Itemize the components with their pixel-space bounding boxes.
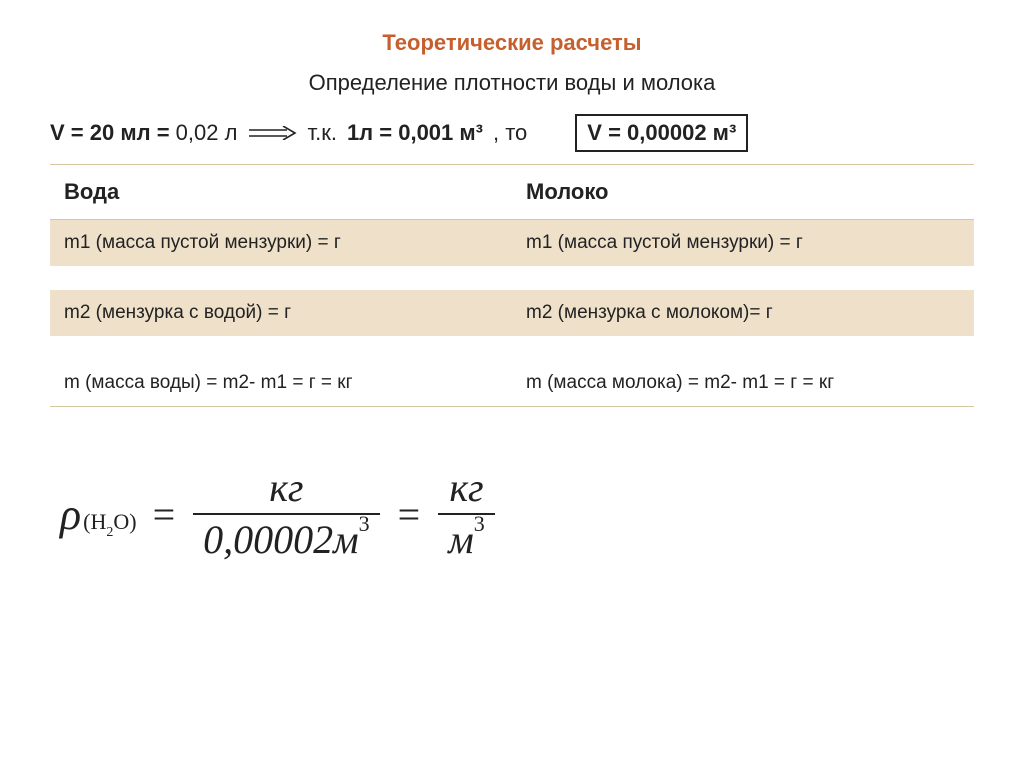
density-table: Вода Молоко m1 (масса пустой мензурки) =… xyxy=(50,164,974,407)
frac2-numerator: кг xyxy=(439,467,493,509)
cell-empty xyxy=(50,336,512,360)
volume-conversion-line: V = 20 мл = 0,02 л т.к. 1л = 0,001 м³ , … xyxy=(50,114,974,152)
col-header-milk: Молоко xyxy=(512,165,974,220)
rho-symbol: ρ xyxy=(60,489,81,540)
cell-milk-m: m (масса молока) = m2- m1 = г = кг xyxy=(512,360,974,407)
frac1-numerator: кг xyxy=(259,467,313,509)
table-row xyxy=(50,336,974,360)
page-title: Теоретические расчеты xyxy=(50,30,974,56)
fraction-1: кг 0,00002м3 xyxy=(193,467,380,561)
table-row: m2 (мензурка с водой) = г m2 (мензурка с… xyxy=(50,290,974,336)
table-row: m (масса воды) = m2- m1 = г = кг m (масс… xyxy=(50,360,974,407)
cell-water-m2: m2 (мензурка с водой) = г xyxy=(50,290,512,336)
rho-subscript: (H2O) xyxy=(83,509,136,539)
cell-empty xyxy=(50,266,512,290)
frac2-denominator: м3 xyxy=(438,519,495,561)
cell-water-m: m (масса воды) = m2- m1 = г = кг xyxy=(50,360,512,407)
page-subtitle: Определение плотности воды и молока xyxy=(50,70,974,96)
volume-result-box: V = 0,00002 м³ xyxy=(575,114,748,152)
volume-part3: 1л = 0,001 м³ xyxy=(347,120,483,146)
volume-part4: , то xyxy=(493,120,527,146)
cell-milk-m1: m1 (масса пустой мензурки) = г xyxy=(512,220,974,267)
table-row xyxy=(50,266,974,290)
volume-part2: т.к. xyxy=(307,120,337,146)
equals-sign: = xyxy=(153,491,176,538)
cell-milk-m2: m2 (мензурка с молоком)= г xyxy=(512,290,974,336)
fraction-2: кг м3 xyxy=(438,467,495,561)
implies-arrow-icon xyxy=(247,126,297,140)
frac1-denominator: 0,00002м3 xyxy=(193,519,380,561)
cell-water-m1: m1 (масса пустой мензурки) = г xyxy=(50,220,512,267)
table-header-row: Вода Молоко xyxy=(50,165,974,220)
density-formula: ρ (H2O) = кг 0,00002м3 = кг м3 xyxy=(50,467,974,561)
table-row: m1 (масса пустой мензурки) = г m1 (масса… xyxy=(50,220,974,267)
volume-part1: V = 20 мл = 0,02 л xyxy=(50,120,237,146)
cell-empty xyxy=(512,266,974,290)
cell-empty xyxy=(512,336,974,360)
equals-sign: = xyxy=(398,491,421,538)
col-header-water: Вода xyxy=(50,165,512,220)
